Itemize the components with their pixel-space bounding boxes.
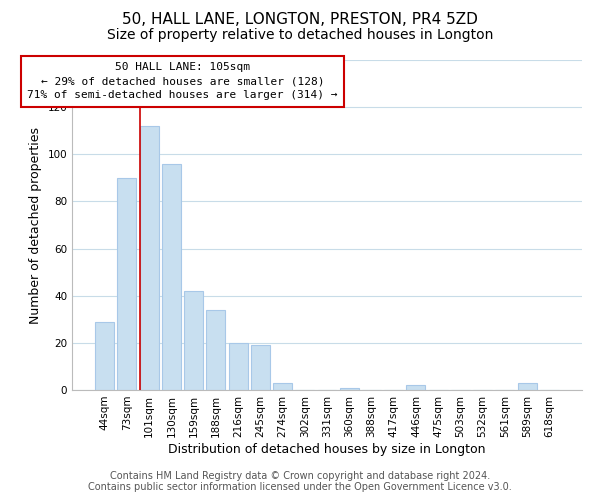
Y-axis label: Number of detached properties: Number of detached properties — [29, 126, 42, 324]
Bar — [95, 322, 114, 390]
Bar — [140, 126, 158, 390]
Bar — [229, 343, 248, 390]
Bar — [251, 345, 270, 390]
Text: Contains HM Land Registry data © Crown copyright and database right 2024.
Contai: Contains HM Land Registry data © Crown c… — [88, 471, 512, 492]
Text: Size of property relative to detached houses in Longton: Size of property relative to detached ho… — [107, 28, 493, 42]
Text: 50 HALL LANE: 105sqm
← 29% of detached houses are smaller (128)
71% of semi-deta: 50 HALL LANE: 105sqm ← 29% of detached h… — [27, 62, 338, 100]
Bar — [184, 291, 203, 390]
Bar — [518, 383, 536, 390]
Bar — [340, 388, 359, 390]
X-axis label: Distribution of detached houses by size in Longton: Distribution of detached houses by size … — [168, 442, 486, 456]
Bar — [273, 383, 292, 390]
Bar — [162, 164, 181, 390]
Bar — [206, 310, 225, 390]
Bar — [118, 178, 136, 390]
Bar — [406, 386, 425, 390]
Text: 50, HALL LANE, LONGTON, PRESTON, PR4 5ZD: 50, HALL LANE, LONGTON, PRESTON, PR4 5ZD — [122, 12, 478, 28]
